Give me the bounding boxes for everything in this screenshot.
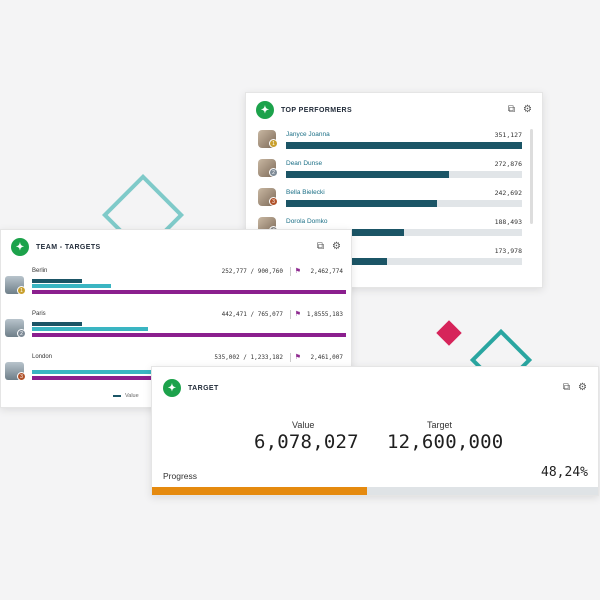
total-bar	[32, 290, 346, 294]
team-city: Berlin	[32, 268, 48, 274]
value-amount: 6,078,027	[254, 431, 359, 453]
rank-badge: 2	[17, 329, 26, 338]
target-header: ✦ TARGET ⧉ ⚙	[152, 367, 598, 409]
gear-icon[interactable]: ⚙	[523, 104, 532, 115]
performer-bar-track	[286, 142, 522, 149]
chart-legend: Value	[113, 393, 139, 399]
performer-name: Bella Bielecki	[286, 189, 325, 196]
team-target: 2,461,007	[310, 354, 343, 361]
rank-badge: 3	[269, 197, 278, 206]
list-item[interactable]: 2 Dean Dunse 272,876	[258, 159, 534, 188]
progress-label: Progress	[163, 471, 198, 481]
rank-badge: 1	[269, 139, 278, 148]
rank-badge: 2	[269, 168, 278, 177]
list-item[interactable]: 3 Bella Bielecki 242,692	[258, 188, 534, 217]
team-city: London	[32, 354, 53, 360]
decorative-diamond-red	[436, 320, 462, 346]
target-flag-icon: ⚑	[294, 311, 301, 318]
top-performers-header: ✦ TOP PERFORMERS ⧉ ⚙	[246, 93, 542, 127]
performer-bar-fill	[286, 200, 438, 207]
team-target: 2,462,774	[310, 268, 343, 275]
performer-value: 351,127	[494, 131, 522, 139]
performer-bar-fill	[286, 171, 449, 178]
scrollbar[interactable]	[530, 129, 533, 224]
target-bar	[32, 370, 205, 374]
performer-value: 242,692	[494, 189, 522, 197]
target-title: TARGET	[188, 384, 219, 392]
target-card: ✦ TARGET ⧉ ⚙ Value 6,078,027 Target 12,6…	[151, 366, 599, 496]
rank-badge: 1	[17, 286, 26, 295]
target-label: Target	[427, 420, 453, 430]
team-target: 1,8555,183	[306, 311, 343, 318]
legend-swatch	[113, 395, 121, 397]
performer-value: 173,978	[494, 247, 522, 255]
list-item[interactable]: 1 Janyce Joanna 351,127	[258, 130, 534, 159]
share-icon[interactable]: ⧉	[562, 382, 571, 393]
value-bar	[32, 279, 83, 283]
target-bar	[32, 327, 149, 331]
performer-bar-fill	[286, 142, 522, 149]
team-stats: 442,471 / 765,077	[221, 311, 283, 318]
brand-logo-icon: ✦	[163, 379, 181, 397]
performer-bar-track	[286, 200, 522, 207]
target-bar	[32, 284, 111, 288]
value-bar	[32, 322, 83, 326]
total-bar	[32, 333, 346, 337]
gear-icon[interactable]: ⚙	[332, 241, 341, 252]
performer-name: Dean Dunse	[286, 160, 323, 167]
performer-bar-track	[286, 171, 522, 178]
top-performers-list: 1 Janyce Joanna 351,127 2 Dean Dunse 272…	[258, 130, 534, 275]
progress-bar-fill	[152, 487, 368, 495]
progress-percentage: 48,24%	[541, 465, 588, 480]
team-targets-header: ✦ TEAM - TARGETS ⧉ ⚙	[1, 230, 351, 264]
legend-label: Value	[125, 393, 139, 399]
value-label: Value	[292, 420, 315, 430]
performer-name: Dorola Domko	[286, 218, 328, 225]
divider	[290, 267, 291, 276]
performer-name: Janyce Joanna	[286, 131, 330, 138]
target-flag-icon: ⚑	[294, 268, 301, 275]
performer-value: 272,876	[494, 160, 522, 168]
gear-icon[interactable]: ⚙	[578, 382, 587, 393]
divider	[290, 310, 291, 319]
team-stats: 252,777 / 900,760	[221, 268, 283, 275]
progress-bar-track	[152, 487, 598, 495]
target-amount: 12,600,000	[387, 431, 504, 453]
brand-logo-icon: ✦	[256, 101, 274, 119]
divider	[290, 353, 291, 362]
brand-logo-icon: ✦	[11, 238, 29, 256]
team-stats: 535,002 / 1,233,182	[214, 354, 283, 361]
target-flag-icon: ⚑	[294, 354, 301, 361]
share-icon[interactable]: ⧉	[507, 104, 516, 115]
rank-badge: 3	[17, 372, 26, 381]
table-row[interactable]: 2 Paris 442,471 / 765,077 ⚑ 1,8555,183	[5, 309, 347, 352]
share-icon[interactable]: ⧉	[316, 241, 325, 252]
team-city: Paris	[32, 311, 46, 317]
table-row[interactable]: 1 Berlin 252,777 / 900,760 ⚑ 2,462,774	[5, 266, 347, 309]
team-targets-title: TEAM - TARGETS	[36, 243, 101, 251]
top-performers-title: TOP PERFORMERS	[281, 106, 353, 114]
performer-value: 188,493	[494, 218, 522, 226]
